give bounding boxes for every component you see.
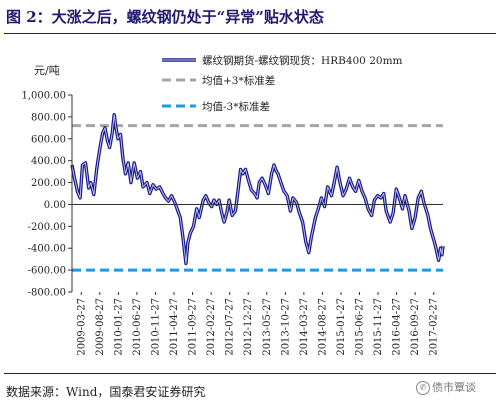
x-tick-label: 2012-02-27: [206, 298, 217, 356]
x-tick-label: 2016-09-27: [410, 298, 421, 356]
x-tick-label: 2009-03-27: [76, 298, 87, 356]
y-tick-label: -400.00: [28, 244, 66, 255]
x-tick-label: 2015-06-27: [355, 298, 366, 356]
y-tick-label: 600.00: [31, 134, 66, 145]
x-tick-label: 2013-05-27: [262, 298, 273, 356]
x-tick-label: 2015-01-27: [336, 298, 347, 356]
title-divider: [4, 33, 496, 34]
x-tick-label: 2011-04-27: [169, 298, 180, 356]
data-source-note: 数据来源：Wind，国泰君安证券研究: [6, 385, 206, 399]
watermark-text: 债市覃谈: [432, 381, 476, 394]
x-tick-label: 2014-03-27: [299, 298, 310, 356]
x-tick-label: 2016-04-27: [392, 298, 403, 356]
x-tick-label: 2012-07-27: [225, 298, 236, 356]
x-tick-label: 2010-06-27: [132, 298, 143, 356]
y-axis-label: 元/吨: [34, 64, 60, 77]
x-tick-label: 2010-01-27: [113, 298, 124, 356]
x-tick-label: 2017-02-27: [429, 298, 440, 356]
x-tick-label: 2011-09-27: [188, 298, 199, 356]
y-tick-label: 400.00: [31, 156, 66, 167]
legend-label: 螺纹钢期货-螺纹钢现货：HRB400 20mm: [202, 54, 403, 67]
legend-label: 均值+3*标准差: [202, 74, 275, 87]
series-line-highlight: [71, 114, 444, 264]
y-tick-label: 200.00: [31, 178, 66, 189]
watermark: ✆ 债市覃谈: [416, 379, 476, 395]
x-tick-label: 2012-12-27: [243, 298, 254, 356]
y-tick-label: -200.00: [28, 222, 66, 233]
series-line: [70, 113, 445, 266]
wechat-icon: ✆: [416, 381, 430, 395]
y-tick-label: 1,000.00: [21, 91, 66, 102]
footer-divider: [4, 373, 496, 374]
x-tick-label: 2013-10-27: [280, 298, 291, 356]
y-tick-label: -600.00: [28, 266, 66, 277]
y-tick-label: 800.00: [31, 112, 66, 123]
x-tick-label: 2015-11-27: [373, 298, 384, 356]
x-tick-label: 2010-11-27: [150, 298, 161, 356]
x-tick-label: 2014-08-27: [317, 298, 328, 356]
y-tick-label: -800.00: [28, 288, 66, 299]
legend-label: 均值-3*标准差: [202, 100, 270, 113]
x-tick-label: 2009-08-27: [95, 298, 106, 356]
chart-title: 图 2：大涨之后，螺纹钢仍处于“异常”贴水状态: [6, 8, 324, 26]
y-tick-label: 0.00: [44, 200, 66, 211]
